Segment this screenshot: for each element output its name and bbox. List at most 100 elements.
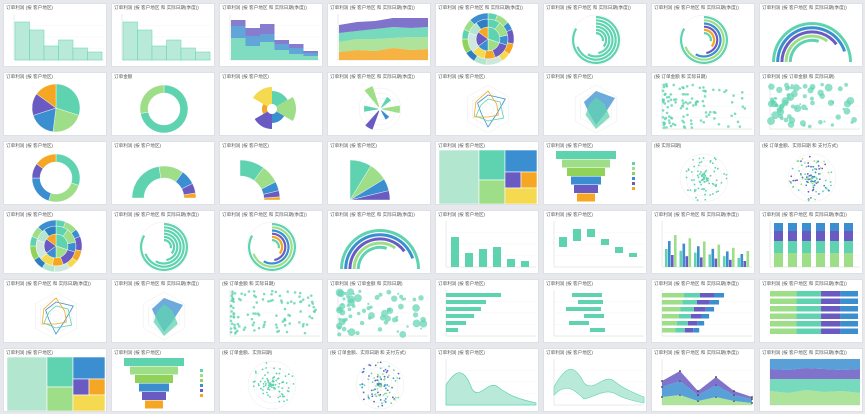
chart-type-tile[interactable]: 订单利润 (按 客户地区 和 实际日期(季度)): [327, 210, 431, 274]
tile-title: 订单利润 (按 客户地区): [6, 212, 53, 217]
sunburst-icon: [461, 12, 515, 66]
tile-title: 订单利润 (按 客户地区 和 实际日期(季度)): [762, 5, 847, 10]
chart-type-tile[interactable]: 订单利润 (按 客户地区): [219, 72, 323, 136]
chart-type-tile[interactable]: 订单利润 (按 订单金额 和 实际日期): [759, 72, 863, 136]
tile-title: 订单利润 (按 客户地区 和 实际日期(季度)): [762, 350, 847, 355]
tile-title: 订单利润 (按 客户地区 和 实际日期(季度)): [222, 5, 307, 10]
chart-type-tile[interactable]: 订单利润 (按 客户地区 和 实际日期(季度)): [651, 210, 755, 274]
tile-title: 订单利润 (按 客户地区): [438, 350, 485, 355]
chart-type-tile[interactable]: 订单利润 (按 客户地区 和 实际日期(季度)): [759, 348, 863, 412]
chart-type-tile[interactable]: 订单利润 (按 客户地区): [3, 72, 107, 136]
chart-type-tile[interactable]: 订单利润 (按 客户地区 和 实际日期(季度)): [3, 279, 107, 343]
floating-hbar-icon: [553, 290, 644, 337]
tile-title: 订单利润 (按 客户地区 和 实际日期(季度)): [114, 212, 199, 217]
chart-type-tile[interactable]: 订单利润 (按 客户地区 和 实际日期(季度)): [759, 279, 863, 343]
chart-type-tile[interactable]: (按 订单金额、实际日期): [219, 348, 323, 412]
stepped-histogram-icon: [121, 14, 212, 61]
chart-type-tile[interactable]: 订单利润 (按 客户地区): [435, 210, 539, 274]
tile-title: (按 实际日期): [654, 143, 682, 148]
chart-type-tile[interactable]: (按 订单金额、实际日期 和 支付方式): [327, 348, 431, 412]
tile-title: 订单利润 (按 客户地区 和 实际日期(季度)): [114, 5, 199, 10]
chart-type-tile[interactable]: 订单利润 (按 客户地区): [219, 141, 323, 205]
tile-title: 订单利润 (按 客户地区): [438, 74, 485, 79]
tile-title: 订单利润 (按 客户地区): [222, 143, 269, 148]
chart-type-tile[interactable]: 订单利润 (按 客户地区): [543, 72, 647, 136]
chart-type-tile[interactable]: 订单利润 (按 客户地区): [3, 348, 107, 412]
tile-title: (按 订单金额 和 实际日期): [222, 281, 275, 286]
chart-type-tile[interactable]: 订单利润 (按 客户地区 和 实际日期(季度)): [651, 3, 755, 67]
tile-title: (按 订单金额 和 实际日期): [654, 74, 707, 79]
chart-type-tile[interactable]: 订单利润 (按 客户地区 和 实际日期(季度)): [327, 72, 431, 136]
stacked-area-100-icon: [769, 359, 860, 406]
chart-type-tile[interactable]: 订单利润 (按 客户地区 和 实际日期(季度)): [543, 3, 647, 67]
tile-title: 订单利润 (按 客户地区): [114, 350, 161, 355]
chart-type-tile[interactable]: 订单利润 (按 客户地区): [435, 279, 539, 343]
tile-title: 订单利润 (按 订单金额 和 实际日期): [762, 74, 835, 79]
funnel-icon: [124, 358, 203, 409]
chart-type-tile[interactable]: 订单利润 (按 客户地区): [3, 210, 107, 274]
tile-title: 订单利润 (按 客户地区 和 实际日期(季度)): [222, 212, 307, 217]
chart-type-tile[interactable]: 订单利润 (按 客户地区): [543, 141, 647, 205]
chart-type-tile[interactable]: 订单利润 (按 订单金额 和 实际日期): [327, 279, 431, 343]
chart-type-tile[interactable]: 订单利润 (按 客户地区): [327, 141, 431, 205]
chart-type-tile[interactable]: 订单利润 (按 客户地区 和 实际日期(季度)): [111, 279, 215, 343]
gauge-arcs-icon: [772, 22, 852, 63]
chart-type-tile[interactable]: 订单利润 (按 客户地区): [3, 141, 107, 205]
chart-type-tile[interactable]: 订单金额: [111, 72, 215, 136]
tile-title: (按 订单金额、实际日期 和 支付方式): [330, 350, 406, 355]
chart-type-tile[interactable]: (按 订单金额、实际日期 和 支付方式): [759, 141, 863, 205]
tile-title: 订单利润 (按 客户地区 和 实际日期(季度)): [654, 5, 739, 10]
tile-title: 订单利润 (按 订单金额 和 实际日期): [330, 281, 403, 286]
chart-type-tile[interactable]: 订单利润 (按 客户地区): [111, 141, 215, 205]
chart-type-tile[interactable]: (按 订单金额 和 实际日期): [651, 72, 755, 136]
tile-title: 订单利润 (按 客户地区 和 实际日期(季度)): [330, 212, 415, 217]
tile-title: 订单利润 (按 客户地区 和 实际日期(季度)): [114, 281, 199, 286]
area-icon: [445, 359, 537, 406]
tile-title: 订单利润 (按 客户地区): [6, 143, 53, 148]
chart-type-tile[interactable]: 订单利润 (按 客户地区): [543, 210, 647, 274]
column-icon: [445, 221, 536, 268]
polar-scatter-multi-icon: [355, 360, 405, 410]
bubble-icon: [335, 288, 428, 338]
tile-title: (按 订单金额、实际日期): [222, 350, 273, 355]
treemap-icon: [438, 149, 538, 204]
chart-type-tile[interactable]: 订单利润 (按 客户地区): [435, 141, 539, 205]
chart-type-tile[interactable]: 订单利润 (按 客户地区): [543, 279, 647, 343]
chart-type-tile[interactable]: (按 实际日期): [651, 141, 755, 205]
chart-type-tile[interactable]: 订单利润 (按 客户地区 和 实际日期(季度)): [651, 348, 755, 412]
funnel-icon: [556, 151, 635, 202]
chart-type-tile[interactable]: 订单利润 (按 客户地区): [435, 348, 539, 412]
tile-title: 订单利润 (按 客户地区): [546, 281, 593, 286]
chart-type-tile[interactable]: 订单利润 (按 客户地区): [111, 348, 215, 412]
chart-type-tile[interactable]: 订单利润 (按 客户地区 和 实际日期(季度)): [111, 210, 215, 274]
chart-type-tile[interactable]: 订单利润 (按 客户地区 和 实际日期(季度)): [219, 3, 323, 67]
chart-type-tile[interactable]: (按 订单金额 和 实际日期): [219, 279, 323, 343]
chart-type-tile[interactable]: 订单利润 (按 客户地区 和 实际日期(季度)): [435, 3, 539, 67]
chart-type-tile[interactable]: 订单利润 (按 客户地区 和 实际日期(季度)): [111, 3, 215, 67]
radial-bar-icon: [570, 14, 622, 66]
chart-type-tile[interactable]: 订单利润 (按 客户地区 和 实际日期(季度)): [759, 210, 863, 274]
rose-icon: [252, 87, 296, 129]
polar-scatter-icon: [679, 153, 729, 203]
tile-title: 订单利润 (按 客户地区 和 实际日期(季度)): [438, 5, 523, 10]
chart-type-tile[interactable]: 订单利润 (按 客户地区): [543, 348, 647, 412]
tile-title: 订单利润 (按 客户地区 和 实际日期(季度)): [330, 74, 415, 79]
polar-scatter-icon: [247, 360, 297, 410]
tile-title: 订单利润 (按 客户地区 和 实际日期(季度)): [654, 350, 739, 355]
chart-type-tile[interactable]: 订单利润 (按 客户地区): [3, 3, 107, 67]
chart-type-tile[interactable]: 订单利润 (按 客户地区 和 实际日期(季度)): [759, 3, 863, 67]
bubble-icon: [767, 82, 860, 130]
chart-type-tile[interactable]: 订单利润 (按 客户地区): [435, 72, 539, 136]
chart-type-tile[interactable]: 订单利润 (按 客户地区 和 实际日期(季度)): [219, 210, 323, 274]
gauge-arcs-icon: [340, 229, 420, 269]
tile-title: (按 订单金额、实际日期 和 支付方式): [762, 143, 838, 148]
chart-type-tile[interactable]: 订单利润 (按 客户地区 和 实际日期(季度)): [327, 3, 431, 67]
stepped-histogram-icon: [13, 14, 104, 61]
chart-type-tile[interactable]: 订单利润 (按 客户地区 和 实际日期(季度)): [651, 279, 755, 343]
donut-icon: [31, 153, 81, 203]
scatter-icon: [229, 289, 320, 337]
tile-title: 订单利润 (按 客户地区 和 实际日期(季度)): [330, 5, 415, 10]
tile-title: 订单利润 (按 客户地区): [546, 212, 593, 217]
tile-title: 订单利润 (按 客户地区): [438, 281, 485, 286]
